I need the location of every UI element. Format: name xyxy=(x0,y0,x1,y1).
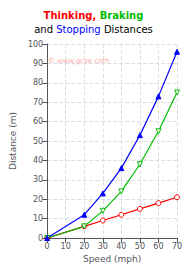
svg-text:Distance (m): Distance (m) xyxy=(8,112,18,170)
svg-text:40: 40 xyxy=(116,242,126,251)
svg-text:30: 30 xyxy=(98,242,108,251)
svg-text:60: 60 xyxy=(153,242,163,251)
svg-text:Speed (mph): Speed (mph) xyxy=(83,254,141,264)
svg-text:© www.gcse.com: © www.gcse.com xyxy=(48,57,110,65)
svg-text:90: 90 xyxy=(33,59,43,68)
svg-text:40: 40 xyxy=(33,156,43,165)
svg-text:50: 50 xyxy=(33,137,43,146)
svg-text:70: 70 xyxy=(33,98,43,107)
svg-text:Distances: Distances xyxy=(101,24,153,35)
svg-text:Braking: Braking xyxy=(100,10,144,21)
svg-text:20: 20 xyxy=(79,242,89,251)
svg-text:and: and xyxy=(34,24,56,35)
svg-text:30: 30 xyxy=(33,175,43,184)
svg-text:10: 10 xyxy=(33,214,43,223)
svg-text:80: 80 xyxy=(33,78,43,87)
svg-text:Stopping: Stopping xyxy=(56,24,101,35)
svg-text:0: 0 xyxy=(38,234,43,243)
svg-text:50: 50 xyxy=(135,242,145,251)
svg-text:10: 10 xyxy=(61,242,71,251)
svg-text:20: 20 xyxy=(33,195,43,204)
svg-text:0: 0 xyxy=(45,242,50,251)
svg-text:100: 100 xyxy=(28,40,43,49)
svg-text:Thinking,: Thinking, xyxy=(44,10,100,21)
svg-text:70: 70 xyxy=(172,242,182,251)
svg-text:60: 60 xyxy=(33,117,43,126)
